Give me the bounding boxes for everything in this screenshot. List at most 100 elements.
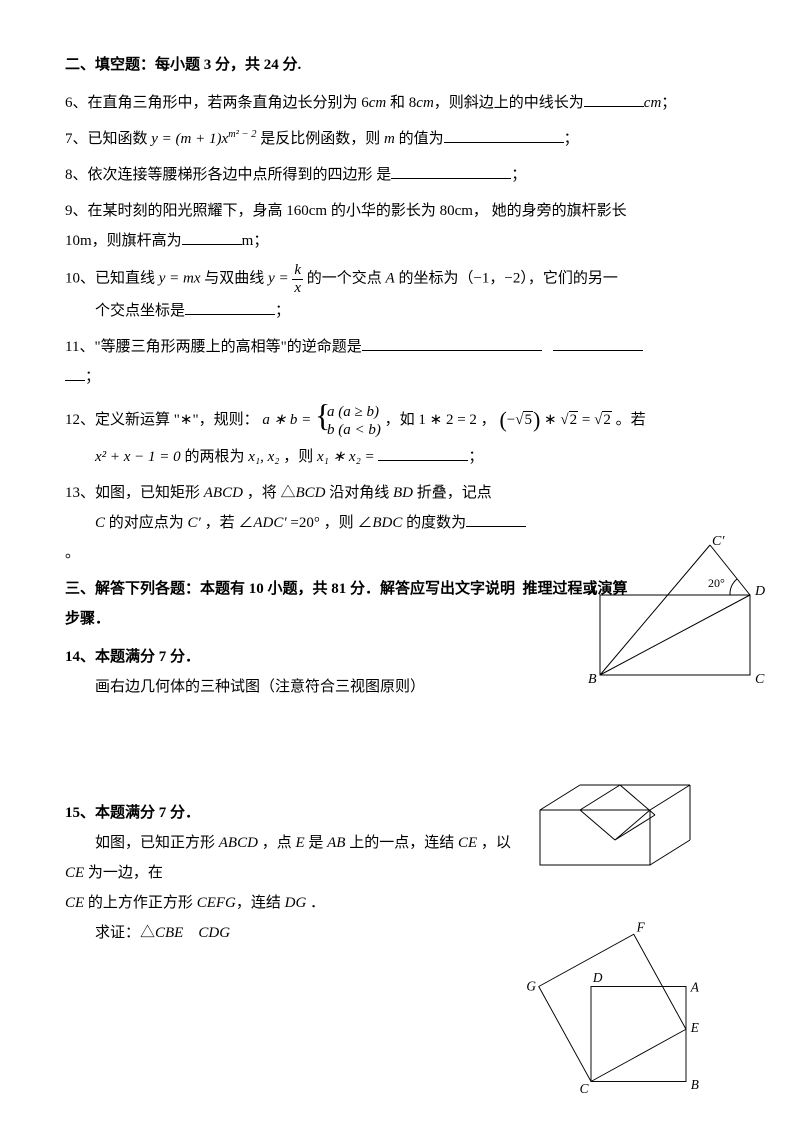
figure-14	[520, 750, 700, 880]
q6-unit-cm3: cm	[644, 95, 662, 111]
q12-eq: =	[578, 412, 594, 428]
q15-CE: CE	[458, 835, 477, 851]
q13-h: 的度数为	[402, 515, 466, 531]
q15-DG: DG	[285, 895, 307, 911]
q12-line2: x² + x − 1 = 0 的两根为 x₁, x₂ ，则 x₁ ∗ x₂ = …	[65, 442, 735, 472]
question-7: 7、已知函数 y = (m + 1)xm² − 2 是反比例函数，则 m 的值为…	[65, 124, 735, 154]
q12-sqrt2a-rad: 2	[569, 411, 579, 428]
fig15-label-B: B	[691, 1077, 699, 1092]
q13-end: 。	[65, 545, 80, 561]
q10-fraction: kx	[292, 262, 303, 296]
section-2-title: 二、填空题：每小题 3 分，共 24 分.	[65, 50, 735, 80]
q15-CBE: CBE	[155, 925, 183, 941]
q12-sqrt2b-rad: 2	[602, 411, 612, 428]
q12-br1: a (a ≥ b)	[327, 403, 381, 421]
fig13-label-C: C	[755, 672, 765, 687]
q11-end: ；	[85, 369, 100, 385]
q13-d: 折叠，记点	[413, 485, 492, 501]
q13-ABCD: ABCD	[204, 485, 243, 501]
page: 二、填空题：每小题 3 分，共 24 分. 6、在直角三角形中，若两条直角边长分…	[0, 0, 800, 1131]
q15-title: 15、本题满分 7 分．	[65, 798, 525, 828]
q7-end: ；	[564, 131, 579, 147]
q7-b: 是反比例函数，则	[256, 131, 384, 147]
q12-end: ；	[468, 449, 483, 465]
q6-unit-cm2: cm	[416, 95, 434, 111]
question-8: 8、依次连接等腰梯形各边中点所得到的四边形 是；	[65, 160, 735, 190]
q13-b: ，将 △	[243, 485, 296, 501]
q13-BD: BD	[393, 485, 413, 501]
q12-neg: −	[507, 412, 515, 428]
q13-BCD: BCD	[295, 485, 325, 501]
q13-line2: C 的对应点为 C′ ，若 ∠ADC′ =20° ，则 ∠BDC 的度数为。	[65, 508, 535, 568]
q13-g: =20° ，则 ∠	[287, 515, 373, 531]
q8-blank	[391, 163, 511, 179]
q15-prove: 求证：△CBE CDG	[65, 918, 525, 948]
q13-Cprime: C′	[188, 515, 201, 531]
q15-c: 是	[305, 835, 328, 851]
question-9: 9、在某时刻的阳光照耀下，身高 160cm 的小华的影长为 80cm， 她的身旁…	[65, 196, 735, 256]
q12-lparen: (	[499, 407, 506, 432]
q15-f: 为一边，在	[84, 865, 163, 881]
q7-expr: y = (m + 1)x	[151, 131, 228, 147]
q13-blank	[466, 511, 526, 527]
q13-Cvar: C	[95, 515, 105, 531]
q15-line2: CE 的上方作正方形 CEFG，连结 DG ．	[65, 888, 525, 918]
q12-d: 的两根为	[181, 449, 249, 465]
question-11: 11、"等腰三角形两腰上的高相等"的逆命题是 ；	[65, 332, 735, 392]
fig13-label-D: D	[754, 584, 765, 599]
q13-f: ，若 ∠	[201, 515, 254, 531]
q10-frac-num: k	[292, 262, 303, 280]
fig15-label-G: G	[526, 978, 536, 993]
q12-star: ∗	[540, 412, 560, 428]
question-6: 6、在直角三角形中，若两条直角边长分别为 6cm 和 8cm，则斜边上的中线长为…	[65, 88, 735, 118]
q15-a: 如图，已知正方形	[95, 835, 219, 851]
q8-end: ；	[511, 167, 526, 183]
q6-text-a: 6、在直角三角形中，若两条直角边长分别为 6	[65, 95, 369, 111]
q10-d: 的坐标为（−1，−2），它们的另一	[395, 270, 618, 286]
q15-CDG: CDG	[198, 925, 230, 941]
fig13-label-A: A	[587, 584, 597, 599]
fig13-label-angle: 20°	[708, 576, 725, 590]
q15-i: ．	[306, 895, 325, 911]
q7-blank	[444, 127, 564, 143]
q10-expr2l: y =	[268, 270, 292, 286]
q12-e: ，则	[279, 449, 317, 465]
sec3-a: 三、解答下列各题：本题有 10 小题，共 81 分．解答应写出文字说明	[65, 581, 515, 597]
q6-text-c: ，则斜边上的中线长为	[434, 95, 584, 111]
q13-a: 13、如图，已知矩形	[65, 485, 204, 501]
sec3-b	[515, 581, 523, 597]
q10-expr1: y = mx	[159, 270, 201, 286]
q9-blank	[182, 229, 242, 245]
fig15-label-D: D	[592, 970, 603, 985]
fig15-label-A: A	[690, 979, 700, 994]
q12-sqrt2b: 2	[594, 405, 612, 435]
q12-sqrt5-rad: 5	[523, 411, 533, 428]
figure-15: A B C D E F G	[510, 920, 710, 1110]
q12-sqrt2a: 2	[560, 405, 578, 435]
q12-c: 。若	[616, 412, 646, 428]
q9-unit: m；	[242, 233, 269, 249]
q12-br2: b (a < b)	[327, 421, 381, 439]
q6-blank	[584, 91, 644, 107]
q10-c: 的一个交点	[303, 270, 386, 286]
q10-b: 与双曲线	[201, 270, 269, 286]
q10-line2: 个交点坐标是；	[65, 296, 735, 326]
q15-g: 的上方作正方形	[84, 895, 197, 911]
figure-13: A D C B C′ 20°	[580, 535, 770, 705]
q10-a: 10、已知直线	[65, 270, 159, 286]
q15-line1: 如图，已知正方形 ABCD ，点 E 是 AB 上的一点，连结 CE ，以 CE…	[65, 828, 525, 888]
q13-c: 沿对角线	[325, 485, 393, 501]
q12-x12: x₁, x₂	[248, 449, 279, 465]
fig15-label-C: C	[580, 1081, 589, 1096]
q15-d: 上的一点，连结	[345, 835, 458, 851]
fig13-label-Cprime: C′	[712, 535, 725, 549]
q15-e: ，以	[477, 835, 511, 851]
q15-CE2: CE	[65, 865, 84, 881]
q6-unit-cm1: cm	[369, 95, 387, 111]
q15-CEFG: CEFG	[197, 895, 236, 911]
q15-prove-label: 求证：△	[95, 925, 155, 941]
q10-e: 个交点坐标是	[95, 303, 185, 319]
q15-b: ，点	[258, 835, 296, 851]
q12-sqrt5: 5	[515, 405, 533, 435]
q6-text-b: 和 8	[386, 95, 416, 111]
